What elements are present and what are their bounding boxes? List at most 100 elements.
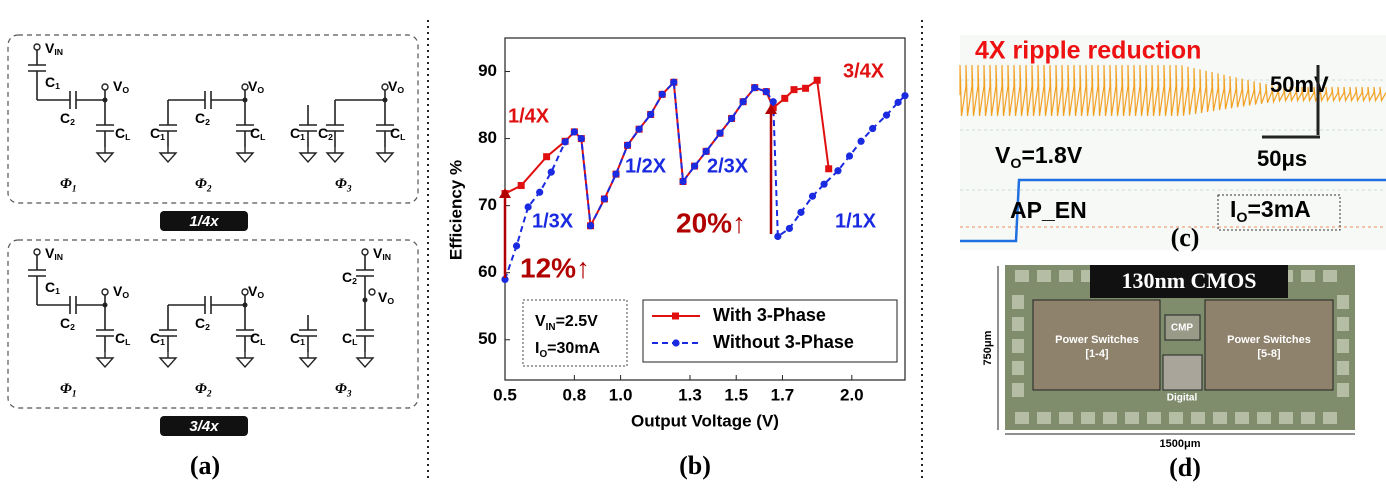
x-axis-label: Output Voltage (V) [631, 411, 779, 430]
annotation: 1/3X [532, 210, 574, 232]
component-label-main: V [113, 283, 123, 299]
component-label-main: C [250, 330, 260, 346]
marker [600, 195, 609, 203]
marker [623, 141, 632, 149]
component-label: C2 [342, 269, 357, 287]
pad [1279, 412, 1293, 424]
ripple-trace [959, 64, 1386, 117]
marker [702, 147, 710, 155]
x-tick-label: 0.5 [493, 385, 517, 404]
component-label: VO [113, 78, 129, 96]
block-label: Power Switches [1227, 334, 1311, 346]
phase-label-sub: 2 [206, 185, 212, 195]
marker [543, 153, 551, 161]
scope-vout: VO=1.8V [995, 142, 1083, 172]
terminal [101, 83, 109, 91]
y-tick-label: 70 [478, 195, 497, 214]
phase-label-main: Φ [60, 381, 72, 397]
phase-label: Φ3 [335, 176, 352, 194]
block [1032, 299, 1161, 391]
mode-pill [160, 416, 248, 436]
annotation: 1/4X [508, 105, 550, 127]
marker [825, 165, 833, 173]
component-label: VIN [373, 245, 391, 263]
marker [658, 90, 666, 98]
mode-box [7, 34, 419, 204]
y-tick-label: 50 [478, 329, 497, 348]
marker [679, 177, 687, 186]
component-label-sub: 2 [205, 117, 210, 127]
mode-label: 1/4x [189, 213, 219, 230]
phase-label-sub: 1 [72, 390, 77, 400]
scope-title: 4X ripple reduction [975, 37, 1201, 65]
annotation: 20%↑ [676, 207, 746, 238]
marker [774, 232, 782, 241]
y-axis-label: Efficiency % [446, 160, 465, 260]
marker [834, 167, 842, 175]
phase-label-main: Φ [195, 176, 207, 192]
pad [1147, 412, 1161, 424]
pad [1081, 412, 1095, 424]
y-tick-label: 60 [478, 262, 497, 281]
pad [1337, 295, 1349, 309]
pad [1337, 317, 1349, 331]
marker [882, 111, 891, 119]
component-label-sub: 2 [205, 322, 210, 332]
annotation: 1/1X [835, 210, 877, 232]
marker [512, 242, 521, 250]
legend-marker [672, 339, 680, 347]
legend-label: Without 3-Phase [713, 332, 854, 352]
component-label-sub: O [122, 290, 129, 300]
scope-iout-sub: O [1236, 210, 1247, 226]
ground [235, 352, 255, 369]
component-label-main: C [195, 110, 205, 126]
pad [1301, 412, 1315, 424]
dimension-label: 1500μm [1160, 438, 1201, 450]
component-label: C1 [290, 125, 305, 143]
caption: (b) [679, 451, 711, 480]
phase-label-sub: 2 [206, 390, 212, 400]
component-label-main: V [113, 78, 123, 94]
component-label-main: C [342, 269, 352, 285]
annotation: 12%↑ [520, 252, 590, 283]
component-label-sub: O [257, 85, 264, 95]
component-label-main: C [115, 330, 125, 346]
pad [1301, 270, 1315, 282]
marker [577, 134, 585, 143]
component-label-sub: O [397, 85, 404, 95]
pad [1012, 383, 1024, 397]
component-label: CL [115, 125, 131, 143]
component-label-main: V [248, 283, 258, 299]
block-label: [5-8] [1257, 348, 1281, 360]
terminal [33, 248, 41, 256]
component-label-sub: 1 [160, 337, 165, 347]
component-label-main: C [390, 125, 400, 141]
component-label-sub: 1 [300, 132, 305, 142]
condition-text-sub: O [539, 348, 547, 359]
marker [808, 192, 817, 200]
caption: (c) [1171, 223, 1200, 252]
x-tick-label: 2.0 [840, 385, 864, 404]
phase-label-sub: 3 [346, 185, 352, 195]
phase-label-main: Φ [335, 381, 347, 397]
component-label: VO [113, 283, 129, 301]
pad [1012, 339, 1024, 353]
marker [517, 182, 525, 190]
component-label: CL [390, 125, 406, 143]
pad [1191, 412, 1205, 424]
marker [524, 203, 532, 211]
pad [1012, 295, 1024, 309]
terminal [241, 288, 249, 296]
component-label-sub: 2 [70, 322, 75, 332]
component-label-sub: IN [54, 47, 63, 57]
series-line [504, 79, 906, 280]
block [1162, 354, 1203, 391]
marker [727, 114, 736, 123]
arrow-head [499, 188, 511, 198]
component-label-sub: IN [54, 252, 63, 262]
pad [1323, 270, 1337, 282]
component-label-sub: L [260, 337, 266, 347]
marker [635, 125, 643, 133]
condition-text-rest: =30mA [547, 340, 600, 357]
